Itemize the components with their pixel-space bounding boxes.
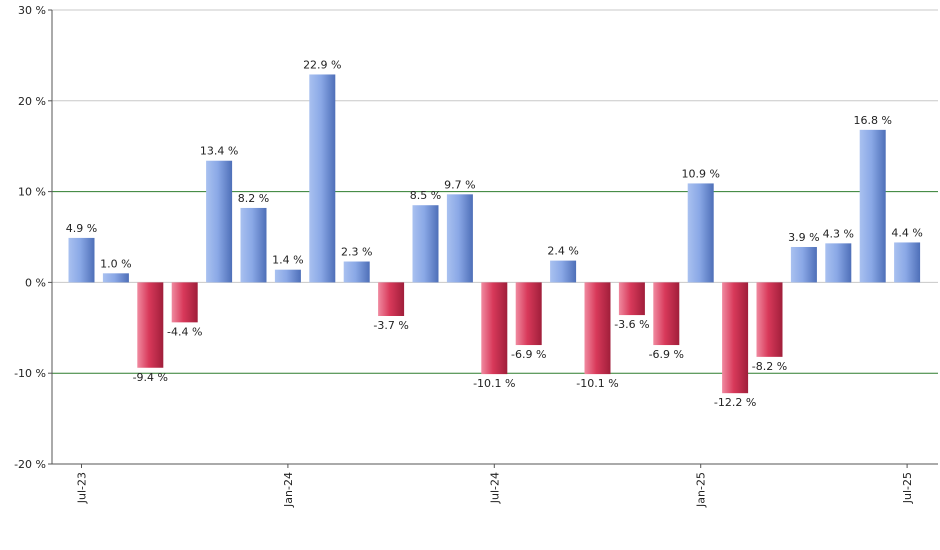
data-label-Oct-24: -10.1 %	[576, 377, 618, 390]
data-label-Mar-25: -8.2 %	[752, 360, 787, 373]
data-label-Dec-24: -6.9 %	[649, 348, 684, 361]
bar-Jun-24	[446, 194, 473, 283]
bar-May-24	[412, 205, 439, 283]
data-label-Feb-25: -12.2 %	[714, 396, 756, 409]
axes: -20 % -10 % 0 % 10 % 20 % 30 % Jul-23 Jan-24 Jul…	[14, 4, 938, 508]
bar-Jun-25	[859, 129, 886, 283]
data-label-Jan-25: 10.9 %	[681, 167, 719, 180]
data-label-Mar-24: 2.3 %	[341, 246, 372, 259]
y-tick-label: 30 %	[18, 4, 46, 17]
bar-Jan-24	[274, 269, 301, 283]
data-label-Jun-24: 9.7 %	[444, 178, 475, 191]
data-label-Jun-25: 16.8 %	[853, 114, 891, 127]
data-labels: 4.9 % 1.0 % -9.4 % -4.4 % 13.4 % 8.2 % 1.4 % 22…	[66, 58, 923, 409]
bar-Aug-23	[102, 273, 129, 283]
bar-Sep-24	[550, 260, 577, 283]
bar-Jul-25	[894, 242, 921, 283]
bar-Oct-24	[584, 282, 611, 375]
bar-Aug-24	[515, 282, 542, 346]
y-tick-label: -10 %	[14, 367, 46, 380]
data-label-Feb-24: 22.9 %	[303, 58, 341, 71]
bar-Sep-23	[137, 282, 164, 368]
data-label-Jul-23: 4.9 %	[66, 222, 97, 235]
data-label-Jul-24: -10.1 %	[473, 377, 515, 390]
data-label-May-25: 4.3 %	[823, 227, 854, 240]
bar-Jul-24	[481, 282, 508, 375]
x-tick-label: Jul-23	[76, 472, 89, 504]
bar-May-25	[825, 243, 852, 283]
data-label-Apr-25: 3.9 %	[788, 231, 819, 244]
x-tick-label: Jan-25	[695, 472, 708, 508]
bar-Mar-25	[756, 282, 783, 357]
data-label-Nov-23: 13.4 %	[200, 145, 238, 158]
bar-Dec-24	[653, 282, 680, 346]
y-tick-label: 20 %	[18, 95, 46, 108]
x-tick-label: Jul-24	[488, 472, 501, 504]
bar-Apr-24	[378, 282, 405, 316]
data-label-May-24: 8.5 %	[410, 189, 441, 202]
bars	[68, 74, 921, 394]
data-label-Dec-23: 8.2 %	[238, 192, 269, 205]
data-label-Sep-23: -9.4 %	[133, 371, 168, 384]
bar-Dec-23	[240, 207, 267, 283]
y-tick-label: -20 %	[14, 458, 46, 471]
y-tick-label: 10 %	[18, 186, 46, 199]
x-tick-label: Jan-24	[282, 472, 295, 508]
bar-Jan-25	[687, 183, 714, 283]
bar-Mar-24	[343, 261, 370, 283]
data-label-Nov-24: -3.6 %	[614, 318, 649, 331]
data-label-Aug-24: -6.9 %	[511, 348, 546, 361]
y-tick-label: 0 %	[25, 276, 46, 289]
bar-Nov-23	[206, 160, 233, 283]
data-label-Oct-23: -4.4 %	[167, 325, 202, 338]
bar-Oct-23	[171, 282, 198, 323]
bar-Feb-25	[722, 282, 749, 394]
data-label-Apr-24: -3.7 %	[373, 319, 408, 332]
bar-Nov-24	[618, 282, 645, 316]
data-label-Jul-25: 4.4 %	[891, 226, 922, 239]
data-label-Jan-24: 1.4 %	[272, 254, 303, 267]
bar-Feb-24	[309, 74, 336, 283]
data-label-Sep-24: 2.4 %	[547, 245, 578, 258]
data-label-Aug-23: 1.0 %	[100, 257, 131, 270]
bar-Apr-25	[790, 246, 817, 283]
x-tick-label: Jul-25	[901, 472, 914, 504]
bar-Jul-23	[68, 237, 95, 283]
